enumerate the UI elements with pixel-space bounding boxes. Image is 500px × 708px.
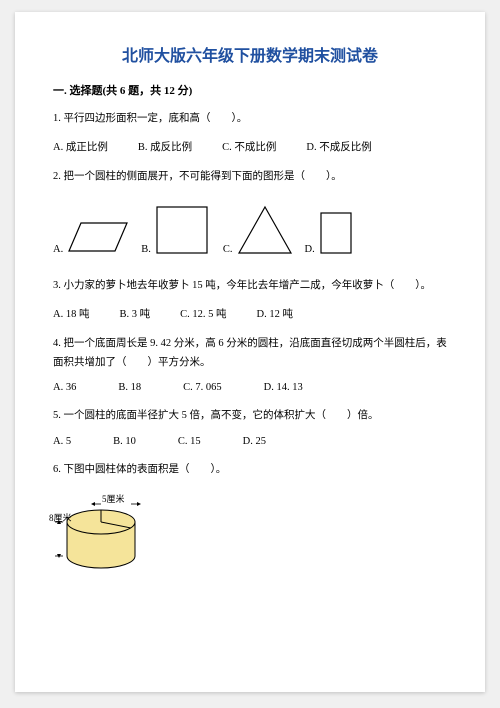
q1-opt-b: B. 成反比例 (138, 139, 192, 154)
q4-text: 4. 把一个底面周长是 9. 42 分米，高 6 分米的圆柱，沿底面直径切成两个… (53, 335, 447, 373)
q2-shape-b: B. (141, 205, 211, 255)
q1-opt-a: A. 成正比例 (53, 139, 108, 154)
q3-options: A. 18 吨 B. 3 吨 C. 12. 5 吨 D. 12 吨 (53, 306, 447, 321)
q3-opt-a: A. 18 吨 (53, 306, 89, 321)
q1-options: A. 成正比例 B. 成反比例 C. 不成比例 D. 不成反比例 (53, 139, 447, 154)
q2-label-a: A. (53, 244, 63, 255)
q3-opt-b: B. 3 吨 (119, 306, 150, 321)
q5-opt-b: B. 10 (113, 436, 136, 447)
q6-text: 6. 下图中圆柱体的表面积是（ ）。 (53, 461, 447, 480)
q4-opt-d: D. 14. 13 (264, 382, 303, 393)
q2-shape-d: D. (305, 211, 353, 255)
q2-shape-a: A. (53, 219, 129, 255)
q3-text: 3. 小力家的萝卜地去年收萝卜 15 吨，今年比去年增产二成，今年收萝卜（ ）。 (53, 277, 447, 296)
rectangle-icon (319, 211, 353, 255)
q2-shape-c: C. (223, 205, 293, 255)
q5-text: 5. 一个圆柱的底面半径扩大 5 倍，高不变，它的体积扩大（ ）倍。 (53, 407, 447, 426)
q1-opt-d: D. 不成反比例 (306, 139, 371, 154)
section-header: 一. 选择题(共 6 题，共 12 分) (53, 82, 447, 98)
q5-opt-d: D. 25 (243, 436, 266, 447)
q3-opt-c: C. 12. 5 吨 (180, 306, 226, 321)
triangle-icon (237, 205, 293, 255)
q5-opt-c: C. 15 (178, 436, 201, 447)
q4-opt-b: B. 18 (118, 382, 141, 393)
cyl-label-top: 5厘米 (102, 493, 125, 504)
q2-label-d: D. (305, 244, 315, 255)
q5-options: A. 5 B. 10 C. 15 D. 25 (53, 436, 447, 447)
q4-options: A. 36 B. 18 C. 7. 065 D. 14. 13 (53, 382, 447, 393)
q2-label-b: B. (141, 244, 151, 255)
cylinder-icon: 5厘米 8厘米 (49, 490, 159, 580)
exam-page: 北师大版六年级下册数学期末测试卷 一. 选择题(共 6 题，共 12 分) 1.… (15, 12, 485, 692)
cylinder-figure: 5厘米 8厘米 (49, 490, 447, 585)
q4-opt-a: A. 36 (53, 382, 76, 393)
q2-label-c: C. (223, 244, 233, 255)
q1-opt-c: C. 不成比例 (222, 139, 276, 154)
q1-text: 1. 平行四边形面积一定，底和高（ ）。 (53, 110, 447, 129)
q2-shapes: A. B. C. D. (53, 205, 447, 255)
q4-opt-c: C. 7. 065 (183, 382, 222, 393)
parallelogram-icon (67, 219, 129, 255)
square-icon (155, 205, 211, 255)
cyl-label-left: 8厘米 (49, 512, 72, 523)
page-title: 北师大版六年级下册数学期末测试卷 (53, 42, 447, 66)
q3-opt-d: D. 12 吨 (257, 306, 293, 321)
q2-text: 2. 把一个圆柱的侧面展开，不可能得到下面的图形是（ ）。 (53, 168, 447, 187)
q5-opt-a: A. 5 (53, 436, 71, 447)
